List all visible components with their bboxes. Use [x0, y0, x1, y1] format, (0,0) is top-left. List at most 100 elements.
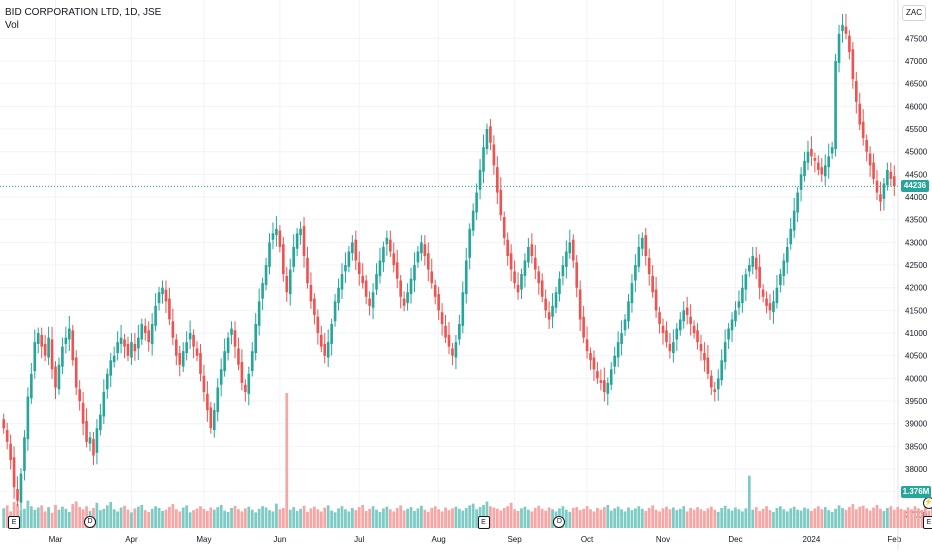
split-event-marker[interactable]: ⚡ — [922, 497, 932, 509]
y-tick-label: 44000 — [905, 193, 928, 202]
candle-body — [499, 189, 503, 216]
candle-body — [544, 298, 547, 311]
volume-bar — [230, 507, 233, 528]
volume-bar — [471, 503, 475, 528]
volume-bar — [247, 506, 251, 528]
volume-bar — [892, 509, 896, 528]
x-tick-label: Dec — [728, 535, 742, 544]
volume-bar — [192, 510, 195, 528]
volume-bar — [703, 511, 706, 528]
candle-body — [782, 260, 786, 276]
earnings-event-marker[interactable]: E — [8, 516, 21, 529]
candle-body — [326, 342, 330, 358]
volume-bar — [527, 509, 530, 528]
candle-body — [848, 35, 851, 52]
volume-bar — [50, 512, 54, 528]
volume-bar — [654, 509, 658, 528]
volume-bar — [423, 509, 427, 528]
volume-bar — [306, 511, 309, 528]
candle-body — [471, 210, 475, 231]
volume-bar — [433, 506, 437, 528]
volume-bar — [613, 508, 617, 528]
candle-body — [706, 357, 710, 374]
candle-body — [330, 324, 333, 344]
candle-body — [150, 324, 154, 344]
candle-body — [668, 343, 672, 352]
volume-bar — [350, 507, 354, 528]
volume-bar — [161, 511, 164, 528]
candle-body — [682, 310, 686, 322]
volume-bar — [181, 507, 185, 528]
volume-bar — [734, 507, 737, 528]
candle-body — [865, 139, 868, 152]
candle-body — [837, 33, 841, 63]
volume-bar — [288, 509, 292, 528]
candle-body — [582, 316, 585, 338]
candle-body — [637, 246, 641, 267]
candle-body — [630, 283, 634, 304]
volume-bar — [174, 509, 178, 528]
candle-body — [792, 210, 796, 231]
y-tick-label: 38500 — [905, 442, 928, 451]
volume-value-label: 1.376M — [901, 486, 931, 498]
candle-body — [385, 237, 389, 245]
dividend-event-marker[interactable]: D — [553, 516, 566, 528]
candle-body — [440, 312, 444, 324]
candle-body — [9, 443, 12, 460]
candle-body — [734, 310, 737, 322]
candle-body — [713, 389, 717, 392]
candle-body — [723, 342, 727, 363]
volume-bar — [917, 508, 920, 528]
candle-body — [133, 343, 137, 352]
volume-bar — [920, 509, 924, 528]
volume-bar — [147, 511, 151, 528]
volume-bar — [54, 504, 57, 528]
candle-body — [892, 176, 896, 187]
volume-bar — [130, 512, 133, 528]
volume-bar — [816, 506, 820, 528]
candle-body — [461, 292, 465, 326]
volume-bar — [444, 507, 447, 528]
volume-bar — [178, 511, 182, 528]
candle-body — [257, 301, 261, 326]
volume-bar — [903, 510, 907, 528]
candle-body — [520, 274, 523, 290]
candle-body — [606, 382, 610, 394]
dividend-event-marker[interactable]: D — [84, 516, 97, 528]
volume-bar — [489, 506, 492, 528]
volume-bar — [899, 508, 903, 528]
volume-bar — [323, 507, 327, 528]
volume-bar — [675, 510, 679, 528]
volume-bar — [447, 510, 451, 528]
candle-body — [789, 228, 793, 245]
volume-bar — [26, 500, 30, 528]
candle-body — [351, 242, 354, 254]
volume-bar — [768, 510, 772, 528]
volume-bar — [530, 511, 534, 528]
volume-bar — [205, 511, 209, 528]
volume-bar — [326, 505, 330, 528]
y-tick-label: 42000 — [905, 284, 928, 293]
volume-bar — [451, 508, 454, 528]
volume-bar — [720, 507, 724, 528]
volume-bar — [640, 508, 644, 528]
currency-badge[interactable]: ZAC — [902, 5, 926, 21]
candle-body — [357, 262, 361, 275]
volume-bar — [858, 506, 862, 528]
candle-body — [209, 407, 213, 429]
candle-body — [50, 339, 54, 370]
candle-body — [882, 183, 886, 199]
volume-bar — [264, 507, 268, 528]
earnings-event-marker[interactable]: E — [922, 516, 932, 529]
volume-bar — [796, 509, 800, 528]
chart-legend: BID CORPORATION LTD, 1D, JSE Vol — [5, 6, 161, 32]
volume-bar — [678, 508, 682, 528]
candle-body — [727, 328, 730, 340]
volume-bar — [792, 506, 796, 528]
candle-body — [533, 257, 537, 270]
volume-bar — [430, 507, 434, 528]
candle-body — [275, 228, 278, 236]
earnings-event-marker[interactable]: E — [477, 516, 490, 529]
